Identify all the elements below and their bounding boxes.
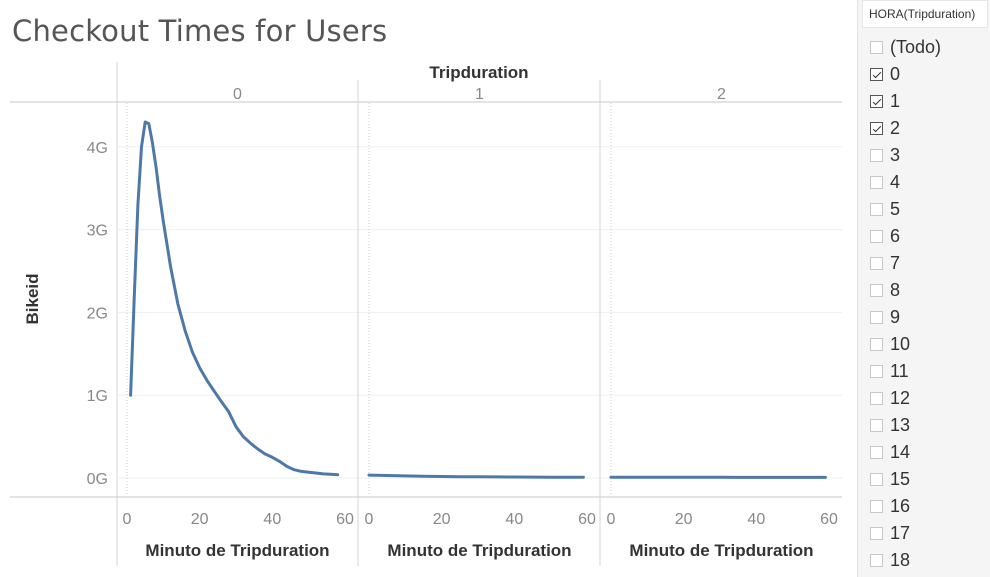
filter-item-label: 1 [890, 91, 901, 111]
filter-item[interactable]: 11 [870, 358, 941, 385]
x-tick-label: 40 [263, 511, 281, 528]
filter-item-label: 4 [890, 172, 901, 192]
filter-checkbox[interactable] [870, 365, 883, 378]
filter-checkbox[interactable] [870, 311, 883, 324]
panel-header: 1 [475, 86, 484, 103]
column-header: Tripduration [429, 63, 528, 82]
filter-checkbox[interactable] [870, 257, 883, 270]
x-tick-label: 20 [675, 511, 693, 528]
filter-item[interactable]: 17 [870, 520, 941, 547]
filter-item[interactable]: 6 [870, 223, 941, 250]
y-tick-label: 4G [87, 140, 108, 157]
x-tick-label: 20 [191, 511, 209, 528]
filter-item-label: 12 [890, 388, 911, 408]
y-axis-title: Bikeid [23, 273, 42, 324]
filter-item[interactable]: 16 [870, 493, 941, 520]
y-tick-label: 0G [87, 471, 108, 488]
filter-item-label: 6 [890, 226, 901, 246]
x-tick-label: 40 [747, 511, 765, 528]
filter-item-label: 5 [890, 199, 901, 219]
filter-item[interactable]: 5 [870, 196, 941, 223]
filter-checkbox[interactable] [870, 68, 883, 81]
filter-item[interactable]: 8 [870, 277, 941, 304]
filter-item-label: 3 [890, 145, 901, 165]
filter-item-label: 9 [890, 307, 901, 327]
filter-item[interactable]: 14 [870, 439, 941, 466]
panel-header: 0 [233, 86, 242, 103]
series-line [129, 120, 340, 477]
x-tick-label: 40 [505, 511, 523, 528]
x-tick-label: 0 [123, 511, 132, 528]
filter-item[interactable]: 1 [870, 88, 941, 115]
filter-item[interactable]: 7 [870, 250, 941, 277]
x-axis-title: Minuto de Tripduration [145, 541, 329, 560]
filter-checkbox[interactable] [870, 527, 883, 540]
filter-checkbox[interactable] [870, 41, 883, 54]
filter-checkbox[interactable] [870, 419, 883, 432]
filter-panel: HORA(Tripduration) (Todo) 0 1 2 3 4 5 6 7 8 9 10 11 1… [857, 0, 990, 577]
filter-item-label: 14 [890, 442, 911, 462]
chart-title: Checkout Times for Users [12, 14, 388, 48]
x-axis-title: Minuto de Tripduration [387, 541, 571, 560]
filter-checkbox[interactable] [870, 284, 883, 297]
filter-checkbox[interactable] [870, 149, 883, 162]
filter-item[interactable]: 13 [870, 412, 941, 439]
filter-item[interactable]: 12 [870, 385, 941, 412]
filter-item-label: 2 [890, 118, 901, 138]
filter-checkbox[interactable] [870, 203, 883, 216]
filter-item-label: 8 [890, 280, 901, 300]
filter-checkbox[interactable] [870, 473, 883, 486]
filter-item[interactable]: 3 [870, 142, 941, 169]
filter-item-label: 10 [890, 334, 911, 354]
filter-item[interactable]: 0 [870, 61, 941, 88]
filter-checkbox[interactable] [870, 338, 883, 351]
series-line [367, 473, 585, 479]
filter-item-label: 18 [890, 550, 911, 570]
x-tick-label: 60 [820, 511, 838, 528]
filter-item[interactable]: (Todo) [870, 34, 941, 61]
filter-item[interactable]: 4 [870, 169, 941, 196]
filter-checkbox[interactable] [870, 230, 883, 243]
x-tick-label: 60 [578, 511, 596, 528]
filter-item[interactable]: 15 [870, 466, 941, 493]
filter-item[interactable]: 9 [870, 304, 941, 331]
x-axis-title: Minuto de Tripduration [629, 541, 813, 560]
filter-item-label: 11 [890, 361, 909, 381]
x-tick-label: 20 [433, 511, 451, 528]
y-tick-label: 1G [87, 388, 108, 405]
filter-item[interactable]: 10 [870, 331, 941, 358]
x-tick-label: 60 [336, 511, 354, 528]
filter-checkbox[interactable] [870, 500, 883, 513]
filter-checkbox[interactable] [870, 446, 883, 459]
filter-checkbox[interactable] [870, 554, 883, 567]
filter-checkbox[interactable] [870, 122, 883, 135]
filter-item-label: 17 [890, 523, 911, 543]
filter-checkbox[interactable] [870, 176, 883, 189]
filter-item-label: 7 [890, 253, 901, 273]
filter-item-label: 0 [890, 64, 901, 84]
filter-list: (Todo) 0 1 2 3 4 5 6 7 8 9 10 11 12 13 14 15 16 17 18 [870, 34, 941, 574]
filter-item-label: 16 [890, 496, 911, 516]
x-tick-label: 0 [607, 511, 616, 528]
filter-checkbox[interactable] [870, 95, 883, 108]
filter-item-label: 13 [890, 415, 911, 435]
filter-item-label: (Todo) [890, 37, 942, 57]
filter-checkbox[interactable] [870, 392, 883, 405]
x-tick-label: 0 [365, 511, 374, 528]
filter-item[interactable]: 2 [870, 115, 941, 142]
filter-item[interactable]: 18 [870, 547, 941, 574]
filter-item-label: 15 [890, 469, 911, 489]
filter-title: HORA(Tripduration) [862, 0, 988, 28]
panel-header: 2 [717, 86, 726, 103]
y-tick-label: 3G [87, 223, 108, 240]
y-tick-label: 2G [87, 305, 108, 322]
